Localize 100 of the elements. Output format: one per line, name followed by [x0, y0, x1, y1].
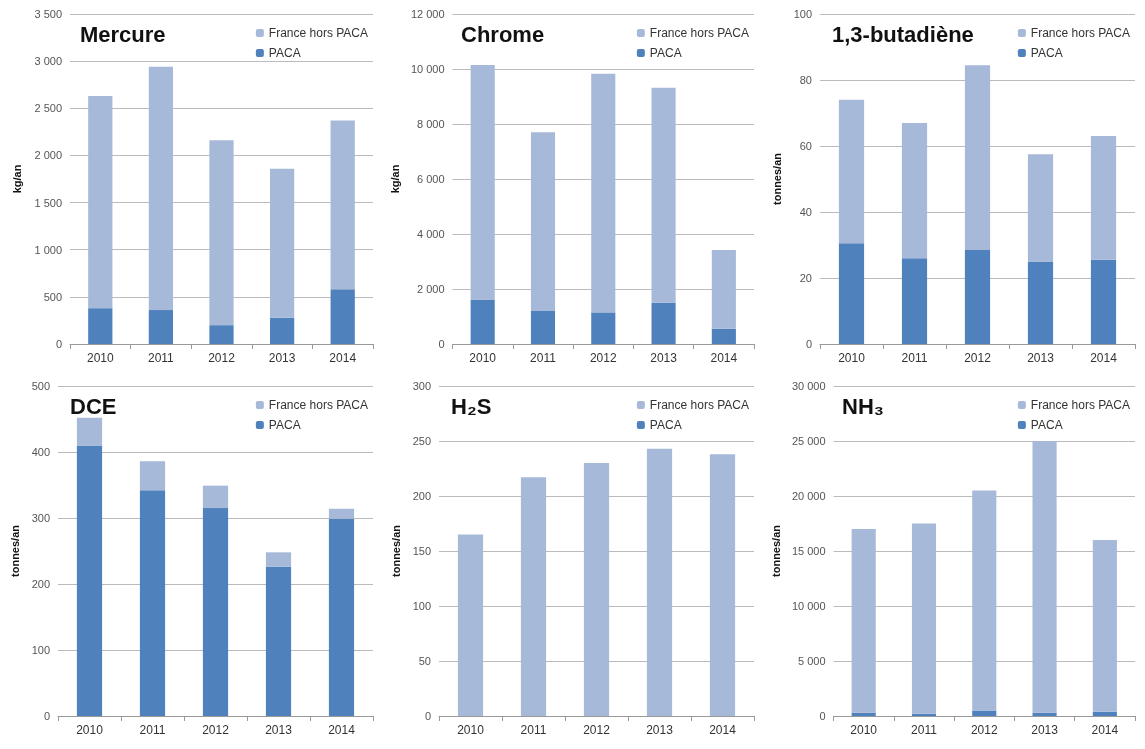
y-tick-label: 8 000 [417, 118, 445, 130]
y-tick-label: 4 000 [417, 228, 445, 240]
y-tick-label: 1 500 [34, 196, 62, 209]
y-tick-label: 40 [799, 206, 812, 218]
bar [148, 310, 174, 344]
bar [148, 66, 174, 311]
bar [328, 508, 355, 519]
x-tick-label: 2013 [268, 351, 296, 365]
bar [520, 477, 547, 716]
legend-label: PACA [268, 418, 301, 432]
chart-title: H₂S [451, 393, 492, 419]
bar [591, 312, 616, 344]
bar [88, 308, 113, 344]
legend-label: France hors PACA [1030, 26, 1131, 40]
chart-title: Mercure [80, 21, 166, 47]
y-tick-label: 50 [418, 655, 431, 667]
y-axis-title: kg/an [10, 164, 23, 194]
bar [330, 120, 355, 290]
bar [651, 302, 676, 344]
y-tick-label: 20 [799, 272, 812, 284]
bar [901, 122, 928, 259]
y-tick-label: 100 [31, 644, 50, 656]
bar [711, 249, 736, 329]
bar [711, 328, 736, 344]
chart-title: DCE [70, 393, 117, 419]
x-tick-label: 2012 [208, 351, 236, 365]
bar [88, 96, 113, 309]
x-tick-label: 2013 [1027, 351, 1055, 365]
bar [139, 461, 166, 491]
bar [470, 299, 495, 344]
y-tick-label: 15 000 [791, 545, 826, 557]
x-tick-label: 2013 [646, 723, 674, 737]
y-tick-label: 200 [412, 490, 431, 502]
legend-label: PACA [268, 46, 301, 60]
y-tick-label: 150 [412, 545, 431, 557]
legend-label: France hors PACA [268, 26, 369, 40]
bar [1092, 711, 1117, 716]
legend-label: France hors PACA [649, 26, 750, 40]
x-tick-label: 2012 [970, 723, 998, 737]
y-tick-label: 0 [55, 338, 62, 350]
x-tick-label: 2012 [202, 723, 230, 737]
y-tick-label: 250 [412, 435, 431, 447]
y-tick-label: 12 000 [410, 8, 445, 20]
legend-label: France hors PACA [1030, 398, 1131, 412]
y-tick-label: 0 [805, 338, 812, 350]
y-tick-label: 100 [412, 600, 431, 612]
x-tick-label: 2010 [76, 723, 104, 737]
y-tick-label: 10 000 [410, 63, 445, 75]
y-tick-label: 500 [31, 380, 50, 392]
bar [209, 140, 234, 326]
bar [851, 529, 876, 713]
bar [530, 310, 556, 344]
bar [1032, 441, 1057, 713]
bar [328, 518, 355, 716]
bar [838, 243, 865, 344]
x-tick-label: 2014 [709, 723, 737, 737]
bar [1090, 259, 1117, 344]
x-tick-label: 2011 [520, 723, 547, 737]
y-axis-title: kg/an [388, 164, 401, 194]
bar [964, 65, 991, 250]
y-tick-label: 2 000 [34, 149, 62, 162]
bar [269, 317, 295, 344]
y-tick-label: 0 [438, 338, 445, 350]
bar [911, 713, 937, 716]
legend-label: PACA [1030, 46, 1063, 60]
bar [972, 490, 997, 711]
bar [76, 417, 103, 446]
bar [1027, 154, 1054, 262]
chart-title: Chrome [461, 21, 545, 47]
bar [457, 534, 484, 716]
bar [591, 73, 616, 313]
bar [269, 168, 295, 318]
y-tick-label: 20 000 [791, 490, 826, 502]
x-tick-label: 2013 [650, 351, 678, 365]
x-tick-label: 2012 [589, 351, 617, 365]
y-tick-label: 10 000 [791, 600, 826, 612]
y-tick-label: 6 000 [417, 173, 445, 185]
bar [202, 485, 229, 509]
legend-label: PACA [1030, 418, 1063, 432]
y-tick-label: 80 [799, 74, 812, 86]
bar [265, 566, 292, 716]
y-tick-label: 0 [43, 710, 50, 722]
x-tick-label: 2014 [710, 351, 738, 365]
y-tick-label: 5 000 [798, 655, 826, 667]
bar [838, 99, 865, 244]
x-tick-label: 2011 [139, 723, 166, 737]
y-tick-label: 2 000 [417, 283, 445, 295]
bar [209, 325, 234, 344]
y-tick-label: 500 [43, 290, 62, 303]
x-tick-label: 2014 [1090, 351, 1118, 365]
x-tick-label: 2010 [838, 351, 866, 365]
x-tick-label: 2010 [850, 723, 878, 737]
bar [911, 523, 937, 714]
x-tick-label: 2014 [329, 351, 357, 365]
y-axis-title: tonnes/an [771, 152, 784, 205]
y-tick-label: 30 000 [791, 380, 826, 392]
y-tick-label: 200 [31, 578, 50, 590]
bar [470, 64, 495, 300]
x-tick-label: 2013 [1031, 723, 1059, 737]
bar [330, 289, 355, 344]
